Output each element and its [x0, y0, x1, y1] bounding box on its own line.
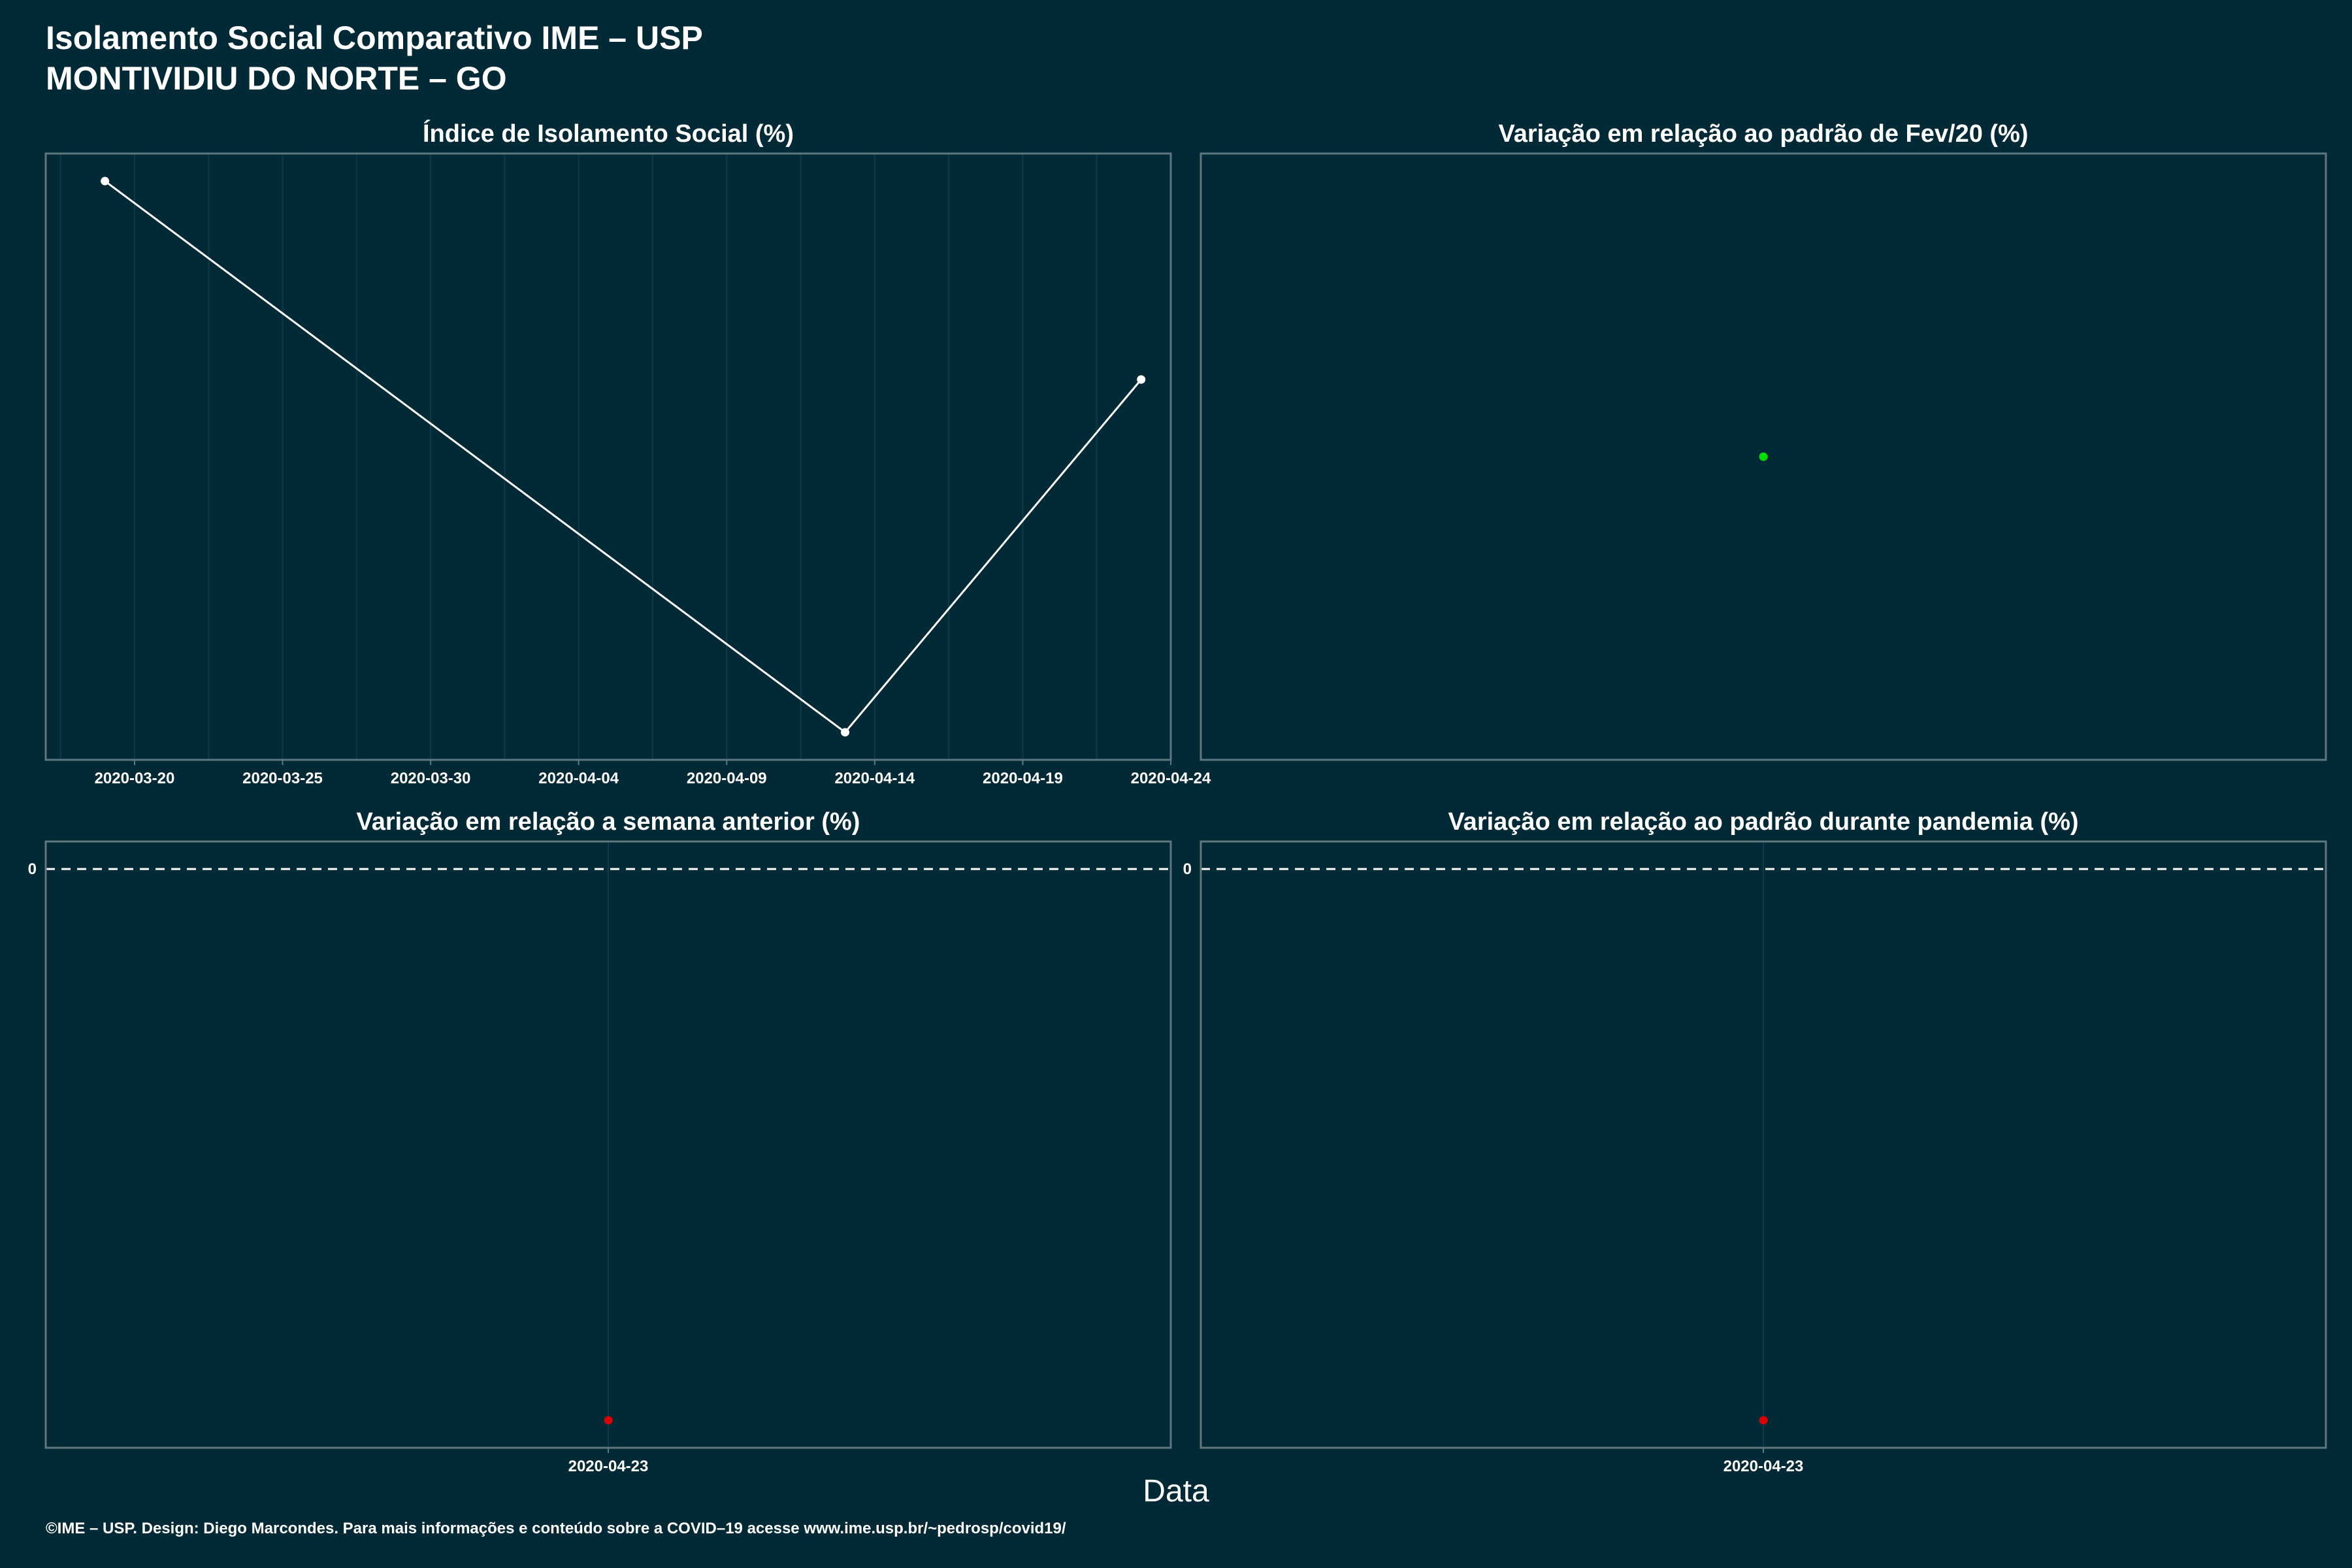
chart-title: Isolamento Social Comparativo IME – USP [46, 20, 703, 56]
panel-3-x-tick-label: 2020-04-23 [568, 1458, 649, 1475]
panel-4-x-tick-label: 2020-04-23 [1723, 1458, 1804, 1475]
panel-3-y-tick-label: 0 [28, 860, 37, 878]
panel-1-data-point [101, 176, 110, 186]
panel-4-data-point [1759, 1416, 1768, 1425]
panel-1-x-tick-label: 2020-03-20 [95, 770, 175, 787]
panel-2-border [1200, 152, 2327, 761]
panel-4-title: Variação em relação ao padrão durante pa… [1448, 808, 2078, 836]
chart-subtitle: MONTIVIDIU DO NORTE – GO [46, 60, 507, 97]
panel-1-x-tick-label: 2020-04-19 [983, 770, 1063, 787]
panel-1-x-tick-label: 2020-03-30 [391, 770, 471, 787]
panel-3-title: Variação em relação a semana anterior (%… [357, 808, 860, 836]
shared-x-axis-label: Data [1143, 1474, 1209, 1509]
panel-1-x-tick-label: 2020-04-14 [834, 770, 915, 787]
panel-1-border [44, 152, 1172, 761]
panel-2-data-point [1759, 452, 1768, 461]
panel-1-data-point [1137, 375, 1146, 384]
panel-2-title: Variação em relação ao padrão de Fev/20 … [1498, 120, 2028, 148]
panel-1-x-tick-label: 2020-04-04 [538, 770, 619, 787]
panel-4-y-tick-label: 0 [1183, 860, 1192, 878]
panel-3-data-point [604, 1416, 613, 1425]
panel-1-x-tick-label: 2020-03-25 [242, 770, 323, 787]
panel-1-x-tick-label: 2020-04-09 [687, 770, 767, 787]
footer-credit: ©IME – USP. Design: Diego Marcondes. Par… [46, 1520, 1066, 1537]
panel-1-title: Índice de Isolamento Social (%) [423, 119, 794, 148]
panel-1-series-line [104, 180, 1142, 734]
panel-1-data-point [841, 728, 850, 737]
panel-1-x-tick-label: 2020-04-24 [1131, 770, 1211, 787]
